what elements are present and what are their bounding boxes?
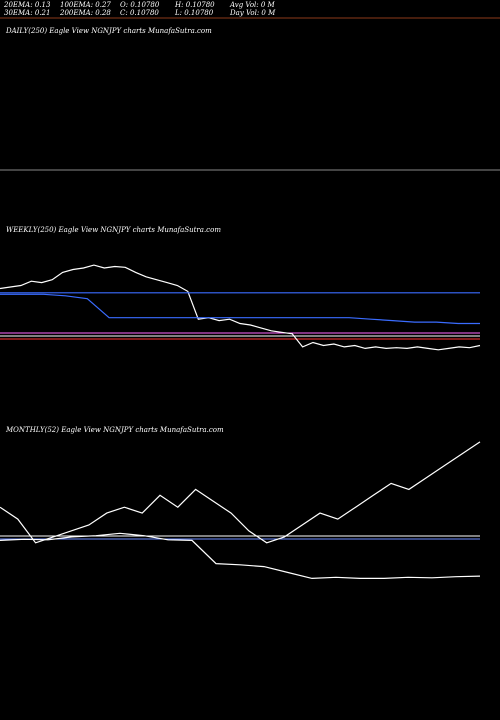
indicator-header: 20EMA: 0.13 100EMA: 0.27 O: 0.10780 H: 0… bbox=[0, 0, 500, 18]
weekly-series-0-line bbox=[0, 264, 481, 351]
monthly-series-0-line bbox=[0, 441, 481, 544]
high-label: H: 0.10780 bbox=[175, 1, 215, 9]
weekly-reference-lines bbox=[0, 332, 480, 340]
ema200-label: 200EMA: 0.28 bbox=[60, 9, 111, 17]
low-label: L: 0.10780 bbox=[175, 9, 214, 17]
weekly-series-2-line bbox=[0, 293, 480, 325]
weekly-series bbox=[0, 264, 481, 351]
ema30-label: 30EMA: 0.21 bbox=[4, 9, 51, 17]
weekly-panel-label: WEEKLY(250) Eagle View NGNJPY charts Mun… bbox=[6, 226, 221, 234]
ema100-label: 100EMA: 0.27 bbox=[60, 1, 111, 9]
day-vol-label: Day Vol: 0 M bbox=[230, 9, 276, 17]
open-label: O: 0.10780 bbox=[120, 1, 160, 9]
daily-panel-label: DAILY(250) Eagle View NGNJPY charts Muna… bbox=[6, 27, 212, 35]
ema20-label: 20EMA: 0.13 bbox=[4, 1, 51, 9]
monthly-panel-label: MONTHLY(52) Eagle View NGNJPY charts Mun… bbox=[6, 426, 224, 434]
monthly-series bbox=[0, 441, 481, 580]
monthly-series-1-line bbox=[0, 532, 481, 580]
avg-vol-label: Avg Vol: 0 M bbox=[230, 1, 275, 9]
close-label: C: 0.10780 bbox=[120, 9, 159, 17]
